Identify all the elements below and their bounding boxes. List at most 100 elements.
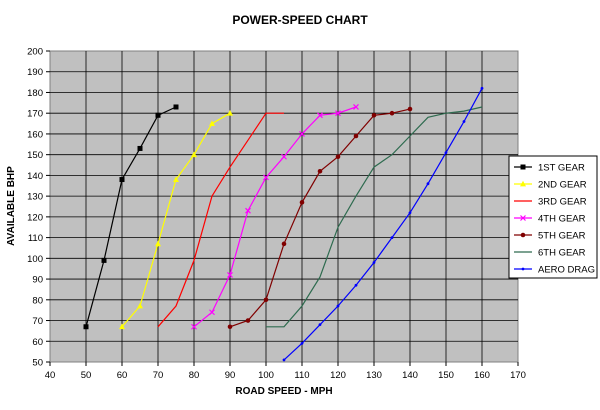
y-tick-label: 100	[27, 254, 43, 265]
y-tick-label: 50	[32, 358, 43, 369]
data-point-2nd-gear	[119, 323, 125, 330]
data-point-5th-gear	[281, 241, 287, 247]
data-point-5th-gear	[299, 200, 305, 205]
gridlines	[50, 51, 518, 362]
x-tick-label: 80	[189, 370, 200, 381]
legend-item-6th-gear: 6TH GEAR	[514, 248, 586, 259]
data-point-aero-drag	[372, 261, 376, 264]
y-tick-label: 160	[27, 129, 43, 140]
data-point-4th-gear	[191, 323, 197, 330]
y-axis-title: AVAILABLE BHP	[6, 166, 17, 246]
series-line-3rd-gear	[157, 112, 284, 328]
legend-item-2nd-gear: 2ND GEAR	[514, 180, 587, 191]
legend-label: 4TH GEAR	[538, 214, 586, 225]
data-point-4th-gear	[281, 153, 287, 160]
x-tick-label: 170	[510, 370, 526, 381]
y-tick-label: 70	[32, 316, 43, 327]
x-tick-label: 160	[474, 370, 490, 381]
legend-marker	[521, 267, 525, 271]
data-point-aero-drag	[480, 86, 484, 90]
series-5th-gear	[227, 106, 413, 330]
legend-label: 1ST GEAR	[538, 163, 585, 174]
data-point-5th-gear	[227, 324, 233, 330]
y-axis-ticks: 50 60 70 80 90 100 110 120 130 140 150 160 170 180 190…	[27, 47, 50, 369]
legend-marker	[520, 215, 526, 221]
data-point-1st-gear	[137, 145, 143, 151]
chart-title: POWER-SPEED CHART	[232, 13, 368, 27]
data-point-2nd-gear	[209, 120, 215, 126]
data-point-4th-gear	[245, 207, 251, 214]
data-point-1st-gear	[173, 104, 179, 110]
y-tick-label: 190	[27, 67, 43, 78]
data-point-aero-drag	[408, 211, 412, 215]
data-point-aero-drag	[354, 283, 358, 287]
x-tick-label: 90	[225, 370, 236, 381]
y-tick-label: 130	[27, 192, 43, 203]
x-tick-label: 110	[294, 370, 309, 381]
legend-item-4th-gear: 4TH GEAR	[514, 214, 586, 225]
data-point-aero-drag	[444, 151, 448, 154]
series-4th-gear	[191, 104, 359, 330]
data-point-5th-gear	[407, 106, 413, 112]
data-point-2nd-gear	[227, 110, 233, 116]
y-tick-label: 140	[27, 171, 43, 182]
data-point-2nd-gear	[137, 302, 143, 309]
data-point-5th-gear	[317, 168, 323, 174]
series-aero-drag	[282, 86, 484, 362]
series-line-6th-gear	[266, 106, 483, 328]
series-3rd-gear	[157, 112, 284, 328]
series-group	[83, 86, 484, 362]
legend-label: AERO DRAG	[538, 265, 595, 276]
legend-label: 5TH GEAR	[538, 231, 586, 242]
legend: 1ST GEAR 2ND GEAR 3RD GEAR 4TH GEAR 5TH GEAR…	[508, 155, 598, 279]
data-point-aero-drag	[318, 323, 322, 327]
data-point-4th-gear	[335, 110, 341, 117]
y-tick-label: 120	[27, 212, 43, 223]
data-point-1st-gear	[101, 257, 107, 263]
x-axis-title: ROAD SPEED - MPH	[235, 386, 332, 397]
legend-item-1st-gear: 1ST GEAR	[514, 163, 585, 174]
x-tick-label: 60	[117, 370, 128, 381]
data-point-5th-gear	[245, 318, 251, 323]
data-point-aero-drag	[336, 304, 340, 308]
y-tick-label: 200	[27, 47, 43, 58]
data-point-4th-gear	[263, 174, 269, 181]
series-line-4th-gear	[193, 106, 357, 328]
y-tick-label: 90	[32, 275, 43, 286]
series-2nd-gear	[119, 110, 233, 330]
data-point-aero-drag	[462, 120, 466, 123]
x-tick-label: 100	[258, 370, 274, 381]
y-tick-label: 80	[32, 295, 43, 306]
data-point-1st-gear	[119, 177, 125, 183]
series-6th-gear	[266, 106, 483, 328]
x-tick-label: 140	[402, 370, 418, 381]
x-tick-label: 130	[366, 370, 382, 381]
y-tick-label: 180	[27, 88, 43, 99]
x-tick-label: 70	[153, 370, 164, 381]
data-point-5th-gear	[263, 297, 269, 303]
data-point-5th-gear	[353, 133, 359, 139]
y-tick-label: 60	[32, 337, 43, 348]
legend-label: 6TH GEAR	[538, 248, 586, 259]
data-point-aero-drag	[390, 236, 394, 240]
data-point-4th-gear	[299, 131, 305, 137]
data-point-aero-drag	[300, 341, 304, 345]
legend-marker	[520, 164, 526, 170]
data-point-aero-drag	[426, 182, 430, 186]
x-axis-ticks: 40 50 60 70 80 90 100 110 120 130 140 150 160 170	[45, 362, 526, 381]
legend-item-5th-gear: 5TH GEAR	[514, 231, 586, 242]
legend-marker	[520, 180, 526, 187]
x-tick-label: 120	[330, 370, 346, 381]
data-point-1st-gear	[155, 112, 161, 118]
series-line-aero-drag	[283, 88, 483, 361]
legend-item-aero-drag: AERO DRAG	[514, 265, 595, 276]
data-point-4th-gear	[227, 271, 233, 278]
data-point-2nd-gear	[155, 240, 161, 247]
x-tick-label: 150	[438, 370, 454, 381]
series-1st-gear	[83, 104, 179, 330]
data-point-5th-gear	[371, 112, 377, 118]
data-point-4th-gear	[209, 309, 215, 316]
x-tick-label: 50	[81, 370, 92, 381]
x-tick-label: 40	[45, 370, 56, 381]
